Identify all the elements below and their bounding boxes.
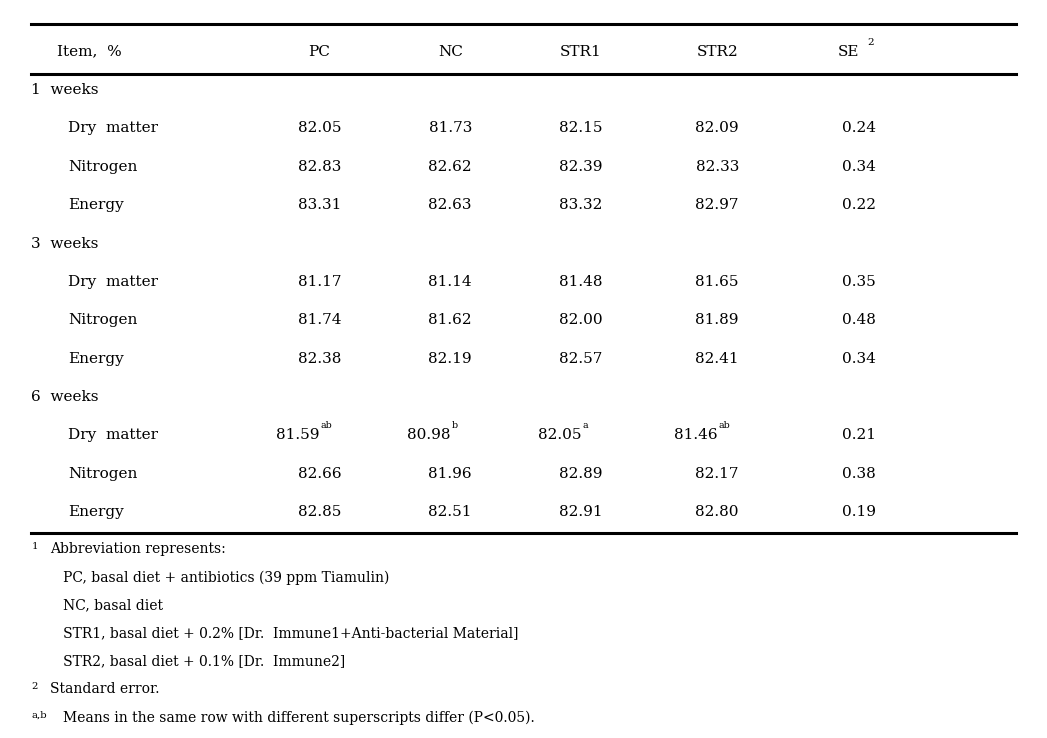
Text: 0.19: 0.19	[842, 506, 875, 519]
Text: Item,  %: Item, %	[57, 45, 121, 58]
Text: 82.63: 82.63	[428, 199, 472, 212]
Text: 82.91: 82.91	[559, 506, 603, 519]
Text: ab: ab	[718, 421, 730, 430]
Text: 81.59: 81.59	[275, 429, 319, 442]
Text: 82.19: 82.19	[428, 352, 472, 365]
Text: 82.05: 82.05	[297, 122, 341, 135]
Text: 81.46: 81.46	[673, 429, 717, 442]
Text: 81.65: 81.65	[695, 275, 739, 289]
Text: 82.89: 82.89	[559, 467, 603, 480]
Text: 1: 1	[31, 542, 38, 551]
Text: 82.39: 82.39	[559, 160, 603, 173]
Text: Standard error.: Standard error.	[50, 683, 160, 697]
Text: 0.22: 0.22	[842, 199, 875, 212]
Text: 82.83: 82.83	[297, 160, 341, 173]
Text: 82.09: 82.09	[695, 122, 739, 135]
Text: Dry  matter: Dry matter	[68, 429, 158, 442]
Text: 0.35: 0.35	[842, 275, 875, 289]
Text: 80.98: 80.98	[406, 429, 450, 442]
Text: 0.38: 0.38	[842, 467, 875, 480]
Text: 81.62: 81.62	[428, 314, 472, 327]
Text: 82.66: 82.66	[297, 467, 341, 480]
Text: 82.15: 82.15	[559, 122, 603, 135]
Text: 3  weeks: 3 weeks	[31, 237, 98, 250]
Text: 81.73: 81.73	[428, 122, 472, 135]
Text: Means in the same row with different superscripts differ (P<0.05).: Means in the same row with different sup…	[63, 711, 535, 725]
Text: Energy: Energy	[68, 506, 124, 519]
Text: 2: 2	[868, 38, 874, 46]
Text: 0.34: 0.34	[842, 352, 875, 365]
Text: Nitrogen: Nitrogen	[68, 467, 137, 480]
Text: 83.31: 83.31	[297, 199, 341, 212]
Text: a,b: a,b	[31, 711, 47, 720]
Text: 81.96: 81.96	[428, 467, 472, 480]
Text: STR2: STR2	[696, 45, 738, 58]
Text: b: b	[451, 421, 458, 430]
Text: 82.17: 82.17	[695, 467, 739, 480]
Text: STR2, basal diet + 0.1% [Dr.  Immune2]: STR2, basal diet + 0.1% [Dr. Immune2]	[50, 655, 346, 669]
Text: 82.41: 82.41	[695, 352, 739, 365]
Text: 0.24: 0.24	[842, 122, 875, 135]
Text: Nitrogen: Nitrogen	[68, 160, 137, 173]
Text: 81.48: 81.48	[559, 275, 603, 289]
Text: 82.85: 82.85	[297, 506, 341, 519]
Text: STR1: STR1	[560, 45, 602, 58]
Text: Dry  matter: Dry matter	[68, 122, 158, 135]
Text: NC: NC	[438, 45, 463, 58]
Text: 0.48: 0.48	[842, 314, 875, 327]
Text: ab: ab	[320, 421, 332, 430]
Text: 82.38: 82.38	[297, 352, 341, 365]
Text: STR1, basal diet + 0.2% [Dr.  Immune1+Anti-bacterial Material]: STR1, basal diet + 0.2% [Dr. Immune1+Ant…	[50, 627, 518, 641]
Text: 1  weeks: 1 weeks	[31, 83, 98, 97]
Text: 82.33: 82.33	[695, 160, 739, 173]
Text: 82.97: 82.97	[695, 199, 739, 212]
Text: 6  weeks: 6 weeks	[31, 390, 98, 404]
Text: Dry  matter: Dry matter	[68, 275, 158, 289]
Text: Abbreviation represents:: Abbreviation represents:	[50, 542, 226, 556]
Text: 81.14: 81.14	[428, 275, 472, 289]
Text: Energy: Energy	[68, 199, 124, 212]
Text: 82.80: 82.80	[695, 506, 739, 519]
Text: 81.89: 81.89	[695, 314, 739, 327]
Text: 82.57: 82.57	[559, 352, 603, 365]
Text: 0.21: 0.21	[842, 429, 875, 442]
Text: 82.62: 82.62	[428, 160, 472, 173]
Text: 82.51: 82.51	[428, 506, 472, 519]
Text: 83.32: 83.32	[559, 199, 603, 212]
Text: PC, basal diet + antibiotics (39 ppm Tiamulin): PC, basal diet + antibiotics (39 ppm Tia…	[50, 570, 389, 584]
Text: 81.74: 81.74	[297, 314, 341, 327]
Text: 81.17: 81.17	[297, 275, 341, 289]
Text: Energy: Energy	[68, 352, 124, 365]
Text: 0.34: 0.34	[842, 160, 875, 173]
Text: PC: PC	[309, 45, 330, 58]
Text: NC, basal diet: NC, basal diet	[50, 599, 163, 613]
Text: 82.00: 82.00	[559, 314, 603, 327]
Text: 82.05: 82.05	[537, 429, 581, 442]
Text: 2: 2	[31, 683, 38, 692]
Text: SE: SE	[838, 45, 859, 58]
Text: Nitrogen: Nitrogen	[68, 314, 137, 327]
Text: a: a	[582, 421, 587, 430]
